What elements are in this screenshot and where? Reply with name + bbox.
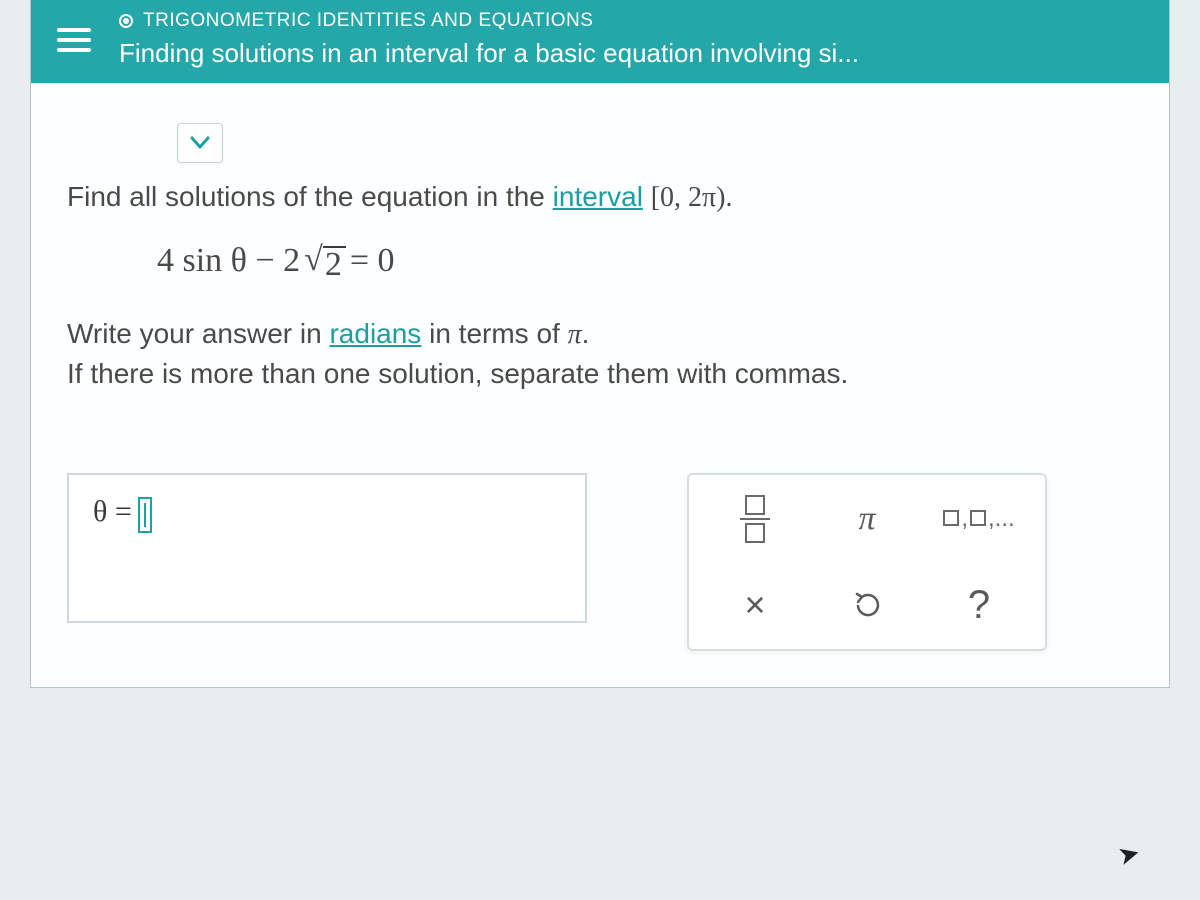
header-text: TRIGONOMETRIC IDENTITIES AND EQUATIONS F… bbox=[119, 10, 1153, 69]
equation-radicand: 2 bbox=[323, 246, 346, 282]
header-category: TRIGONOMETRIC IDENTITIES AND EQUATIONS bbox=[143, 10, 593, 32]
undo-icon bbox=[850, 588, 884, 622]
fraction-icon bbox=[740, 495, 770, 543]
hint-post: . bbox=[582, 318, 590, 349]
pi-symbol: π bbox=[568, 319, 582, 350]
hint-block: Write your answer in radians in terms of… bbox=[67, 314, 1133, 393]
interval-link[interactable]: interval bbox=[553, 181, 643, 212]
header-category-row: TRIGONOMETRIC IDENTITIES AND EQUATIONS bbox=[119, 10, 1153, 32]
fraction-button[interactable] bbox=[710, 489, 800, 549]
help-button[interactable]: ? bbox=[934, 575, 1024, 635]
list-button[interactable]: ,,... bbox=[934, 489, 1024, 549]
chevron-down-icon bbox=[190, 136, 210, 150]
interval-expr: [0, 2π). bbox=[651, 182, 733, 213]
hint-mid: in terms of bbox=[421, 318, 567, 349]
mouse-cursor-icon: ➤ bbox=[1115, 837, 1144, 873]
list-icon: ,,... bbox=[943, 505, 1014, 533]
content-area: Find all solutions of the equation in th… bbox=[31, 83, 1169, 687]
header-title: Finding solutions in an interval for a b… bbox=[119, 38, 1153, 69]
equation-lhs-a: 4 sin θ − 2 bbox=[157, 242, 300, 280]
prompt-pre: Find all solutions of the equation in th… bbox=[67, 181, 553, 212]
prompt-line: Find all solutions of the equation in th… bbox=[67, 181, 1133, 214]
hint-dropdown-button[interactable] bbox=[177, 123, 223, 163]
theta-label: θ = bbox=[93, 495, 132, 529]
topic-bullet-icon bbox=[119, 14, 133, 28]
sqrt-icon: √2 bbox=[304, 243, 346, 279]
answer-input[interactable]: θ = bbox=[67, 473, 587, 623]
app-frame: TRIGONOMETRIC IDENTITIES AND EQUATIONS F… bbox=[30, 0, 1170, 688]
hint-line2: If there is more than one solution, sepa… bbox=[67, 358, 848, 389]
answer-row: θ = π ,,... bbox=[67, 473, 1133, 651]
clear-button[interactable]: × bbox=[710, 575, 800, 635]
hint-pre: Write your answer in bbox=[67, 318, 329, 349]
pi-button[interactable]: π bbox=[822, 489, 912, 549]
radians-link[interactable]: radians bbox=[329, 318, 421, 349]
reset-button[interactable] bbox=[822, 575, 912, 635]
header-bar: TRIGONOMETRIC IDENTITIES AND EQUATIONS F… bbox=[31, 0, 1169, 83]
equation-rhs: = 0 bbox=[350, 242, 395, 280]
menu-icon[interactable] bbox=[57, 28, 91, 52]
input-cursor-icon bbox=[138, 497, 152, 533]
math-toolbox: π ,,... × ? bbox=[687, 473, 1047, 651]
equation-display: 4 sin θ − 2 √2 = 0 bbox=[157, 242, 1133, 280]
